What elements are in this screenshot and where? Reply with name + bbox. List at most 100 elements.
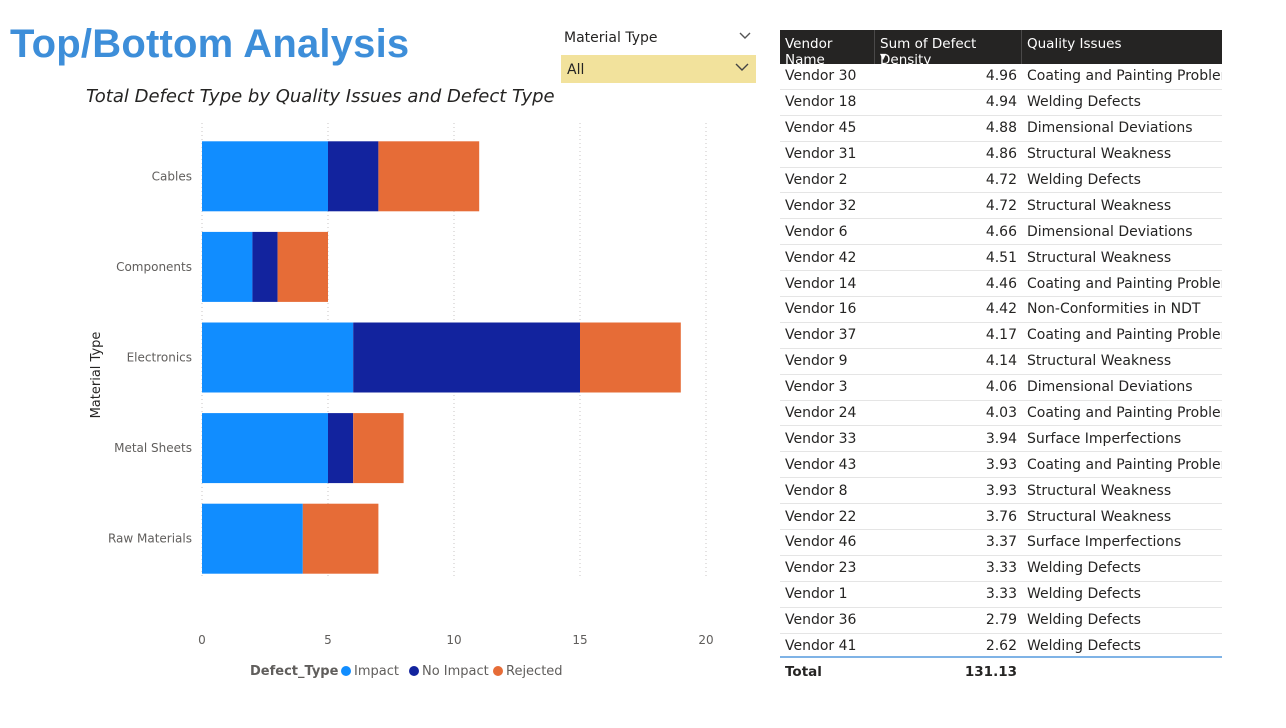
table-row[interactable]: Vendor 6 4.66 Dimensional Deviations bbox=[780, 219, 1222, 246]
bar-cables-impact[interactable] bbox=[202, 141, 328, 212]
table-row[interactable]: Vendor 42 4.51 Structural Weakness bbox=[780, 245, 1222, 272]
chart-title: Total Defect Type by Quality Issues and … bbox=[86, 86, 555, 107]
bar-cables-no-impact[interactable] bbox=[328, 141, 379, 212]
vendor-name-cell: Vendor 24 bbox=[785, 405, 857, 422]
table-row[interactable]: Vendor 45 4.88 Dimensional Deviations bbox=[780, 116, 1222, 142]
defect-density-cell: 4.42 bbox=[985, 301, 1017, 318]
table-row[interactable]: Vendor 22 3.76 Structural Weakness bbox=[780, 504, 1222, 531]
total-value: 131.13 bbox=[964, 664, 1017, 680]
quality-issue-cell: Structural Weakness bbox=[1027, 482, 1172, 499]
defect-density-cell: 4.86 bbox=[985, 146, 1017, 163]
table-body[interactable]: Vendor 30 4.96 Coating and Painting Proble… bbox=[780, 64, 1222, 656]
vendor-name-cell: Vendor 45 bbox=[785, 120, 857, 137]
vendor-table: Vendor Name Sum of Defect Density ▼ Qual… bbox=[780, 30, 1222, 686]
table-row[interactable]: Vendor 1 3.33 Welding Defects bbox=[780, 582, 1222, 608]
vendor-name-cell: Vendor 32 bbox=[785, 197, 857, 214]
category-label: Metal Sheets bbox=[114, 441, 192, 455]
quality-issue-cell: Coating and Painting Problems bbox=[1027, 405, 1222, 422]
bar-electronics-rejected[interactable] bbox=[580, 322, 681, 393]
bar-components-impact[interactable] bbox=[202, 231, 253, 302]
bar-components-no-impact[interactable] bbox=[252, 231, 278, 302]
bar-electronics-no-impact[interactable] bbox=[353, 322, 580, 393]
vendor-name-cell: Vendor 42 bbox=[785, 249, 857, 266]
vendor-name-cell: Vendor 2 bbox=[785, 172, 848, 188]
defect-density-cell: 4.96 bbox=[985, 68, 1017, 85]
vendor-name-cell: Vendor 37 bbox=[785, 327, 857, 344]
quality-issue-cell: Structural Weakness bbox=[1027, 249, 1172, 266]
vendor-name-cell: Vendor 16 bbox=[785, 301, 857, 318]
table-total-row: Total 131.13 bbox=[780, 656, 1222, 686]
chevron-down-icon[interactable] bbox=[734, 58, 750, 74]
quality-issue-cell: Coating and Painting Problems bbox=[1027, 68, 1222, 85]
slicer-dropdown[interactable]: All bbox=[561, 55, 756, 83]
quality-issue-cell: Dimensional Deviations bbox=[1027, 120, 1193, 137]
column-header-vendor-name[interactable]: Vendor Name bbox=[780, 30, 875, 68]
column-header-defect-density[interactable]: Sum of Defect Density ▼ bbox=[875, 30, 1022, 68]
quality-issue-cell: Welding Defects bbox=[1027, 172, 1141, 188]
chart-bars bbox=[202, 141, 681, 574]
x-tick-label: 5 bbox=[324, 633, 332, 647]
table-row[interactable]: Vendor 16 4.42 Non-Conformities in NDT bbox=[780, 297, 1222, 323]
defect-density-cell: 4.88 bbox=[985, 120, 1017, 137]
vendor-name-cell: Vendor 6 bbox=[785, 223, 848, 240]
table-row[interactable]: Vendor 43 3.93 Coating and Painting Proble… bbox=[780, 452, 1222, 479]
vendor-name-cell: Vendor 1 bbox=[785, 586, 848, 603]
legend-item[interactable]: No Impact bbox=[422, 664, 489, 679]
defect-density-cell: 4.03 bbox=[985, 405, 1017, 422]
x-tick-label: 0 bbox=[198, 633, 206, 647]
defect-density-cell: 4.17 bbox=[985, 327, 1017, 344]
bar-cables-rejected[interactable] bbox=[378, 141, 480, 212]
vendor-name-cell: Vendor 18 bbox=[785, 94, 857, 111]
defect-density-cell: 3.93 bbox=[985, 456, 1017, 473]
defect-density-cell: 3.94 bbox=[985, 430, 1017, 447]
defect-density-cell: 2.62 bbox=[985, 638, 1017, 655]
quality-issue-cell: Surface Imperfections bbox=[1027, 430, 1182, 447]
defect-density-cell: 3.93 bbox=[985, 482, 1017, 499]
table-row[interactable]: Vendor 18 4.94 Welding Defects bbox=[780, 90, 1222, 116]
bar-components-rejected[interactable] bbox=[277, 231, 328, 302]
table-row[interactable]: Vendor 24 4.03 Coating and Painting Proble… bbox=[780, 401, 1222, 427]
vendor-name-cell: Vendor 43 bbox=[785, 456, 857, 473]
table-row[interactable]: Vendor 36 2.79 Welding Defects bbox=[780, 608, 1222, 634]
bar-metal-sheets-rejected[interactable] bbox=[353, 413, 404, 484]
bar-metal-sheets-no-impact[interactable] bbox=[328, 413, 354, 484]
quality-issue-cell: Welding Defects bbox=[1027, 586, 1141, 603]
table-row[interactable]: Vendor 3 4.06 Dimensional Deviations bbox=[780, 375, 1222, 401]
vendor-name-cell: Vendor 22 bbox=[785, 508, 857, 525]
vendor-name-cell: Vendor 9 bbox=[785, 353, 848, 370]
category-label: Raw Materials bbox=[108, 532, 192, 546]
table-row[interactable]: Vendor 14 4.46 Coating and Painting Proble… bbox=[780, 271, 1222, 298]
vendor-name-cell: Vendor 14 bbox=[785, 275, 857, 292]
quality-issue-cell: Dimensional Deviations bbox=[1027, 223, 1193, 240]
vendor-name-cell: Vendor 46 bbox=[785, 534, 857, 551]
defect-density-cell: 4.06 bbox=[985, 379, 1017, 396]
table-row[interactable]: Vendor 37 4.17 Coating and Painting Proble… bbox=[780, 323, 1222, 349]
total-label: Total bbox=[785, 664, 822, 680]
chevron-down-icon[interactable] bbox=[738, 28, 752, 42]
bar-metal-sheets-impact[interactable] bbox=[202, 413, 328, 484]
table-row[interactable]: Vendor 46 3.37 Surface Imperfections bbox=[780, 530, 1222, 556]
sort-descending-icon[interactable]: ▼ bbox=[880, 52, 887, 61]
table-row[interactable]: Vendor 9 4.14 Structural Weakness bbox=[780, 349, 1222, 375]
table-row[interactable]: Vendor 31 4.86 Structural Weakness bbox=[780, 142, 1222, 168]
vendor-name-cell: Vendor 33 bbox=[785, 430, 857, 447]
table-row[interactable]: Vendor 2 4.72 Welding Defects bbox=[780, 168, 1222, 194]
table-row[interactable]: Vendor 8 3.93 Structural Weakness bbox=[780, 478, 1222, 505]
legend-item[interactable]: Rejected bbox=[506, 664, 563, 679]
table-row[interactable]: Vendor 30 4.96 Coating and Painting Proble… bbox=[780, 64, 1222, 90]
table-row[interactable]: Vendor 32 4.72 Structural Weakness bbox=[780, 193, 1222, 220]
column-header-quality-issues[interactable]: Quality Issues bbox=[1027, 36, 1122, 52]
slicer-selected-value: All bbox=[567, 62, 585, 78]
x-tick-label: 10 bbox=[446, 633, 461, 647]
bar-raw-materials-rejected[interactable] bbox=[302, 503, 379, 574]
bar-raw-materials-impact[interactable] bbox=[202, 503, 303, 574]
table-row[interactable]: Vendor 23 3.33 Welding Defects bbox=[780, 556, 1222, 582]
legend-item[interactable]: Impact bbox=[354, 664, 399, 679]
slicer-header[interactable]: Material Type bbox=[561, 28, 756, 50]
bar-electronics-impact[interactable] bbox=[202, 322, 354, 393]
table-row[interactable]: Vendor 33 3.94 Surface Imperfections bbox=[780, 426, 1222, 453]
quality-issue-cell: Structural Weakness bbox=[1027, 353, 1172, 370]
table-row[interactable]: Vendor 41 2.62 Welding Defects bbox=[780, 634, 1222, 656]
material-type-slicer[interactable]: Material Type All bbox=[561, 28, 756, 83]
defect-density-cell: 3.76 bbox=[985, 508, 1017, 525]
